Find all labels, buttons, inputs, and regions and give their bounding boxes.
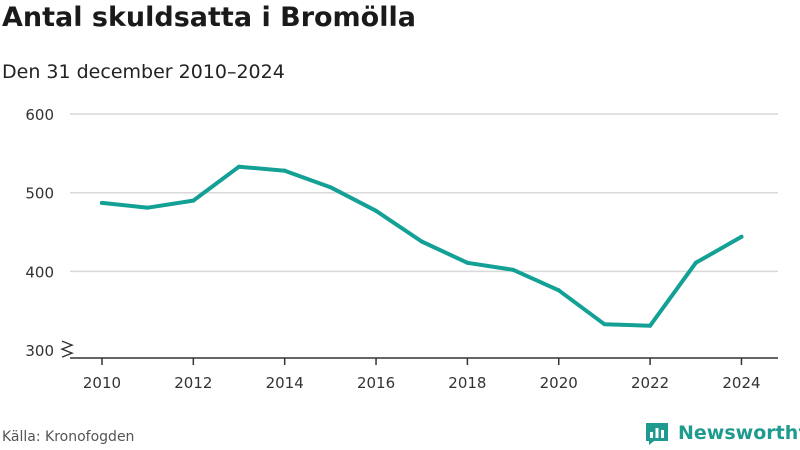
data-point [282, 168, 287, 173]
data-point [465, 260, 470, 265]
x-tick-label: 2016 [357, 374, 395, 392]
x-tick-label: 2014 [266, 374, 304, 392]
y-tick-label: 400 [25, 263, 54, 281]
y-tick-label: 500 [25, 185, 54, 203]
data-point [648, 323, 653, 328]
y-tick-label: 300 [25, 342, 54, 360]
data-point [419, 239, 424, 244]
x-tick-label: 2018 [448, 374, 486, 392]
data-point [602, 322, 607, 327]
data-point [145, 205, 150, 210]
axis-break-marker [60, 340, 74, 358]
y-axis-ticks: 300 400 500 600 [25, 106, 54, 360]
data-point [328, 185, 333, 190]
chart-subtitle: Den 31 december 2010–2024 [2, 61, 285, 83]
x-tick-label: 2020 [540, 374, 578, 392]
bar-chart-logo-icon [646, 423, 668, 445]
x-tick-label: 2010 [83, 374, 121, 392]
series-layer [99, 164, 744, 328]
x-tick-label: 2024 [722, 374, 760, 392]
data-point [237, 164, 242, 169]
data-point [511, 267, 516, 272]
data-point [739, 234, 744, 239]
chart-title: Antal skuldsatta i Bromölla [2, 2, 416, 33]
gridlines [60, 113, 778, 359]
x-tick-label: 2022 [631, 374, 669, 392]
data-point [556, 288, 561, 293]
y-tick-label: 600 [25, 106, 54, 124]
brand-name: Newsworthy [678, 422, 800, 444]
data-point [374, 208, 379, 213]
data-point [99, 200, 104, 205]
data-point [693, 260, 698, 265]
x-tick-label: 2012 [174, 374, 212, 392]
data-point [191, 198, 196, 203]
series-line [100, 164, 744, 328]
brand-logo: Newsworthy [644, 420, 800, 446]
x-axis-ticks: 2010 2012 2014 2016 2018 2020 2022 2024 [83, 358, 761, 392]
source-note: Källa: Kronofogden [2, 429, 135, 445]
